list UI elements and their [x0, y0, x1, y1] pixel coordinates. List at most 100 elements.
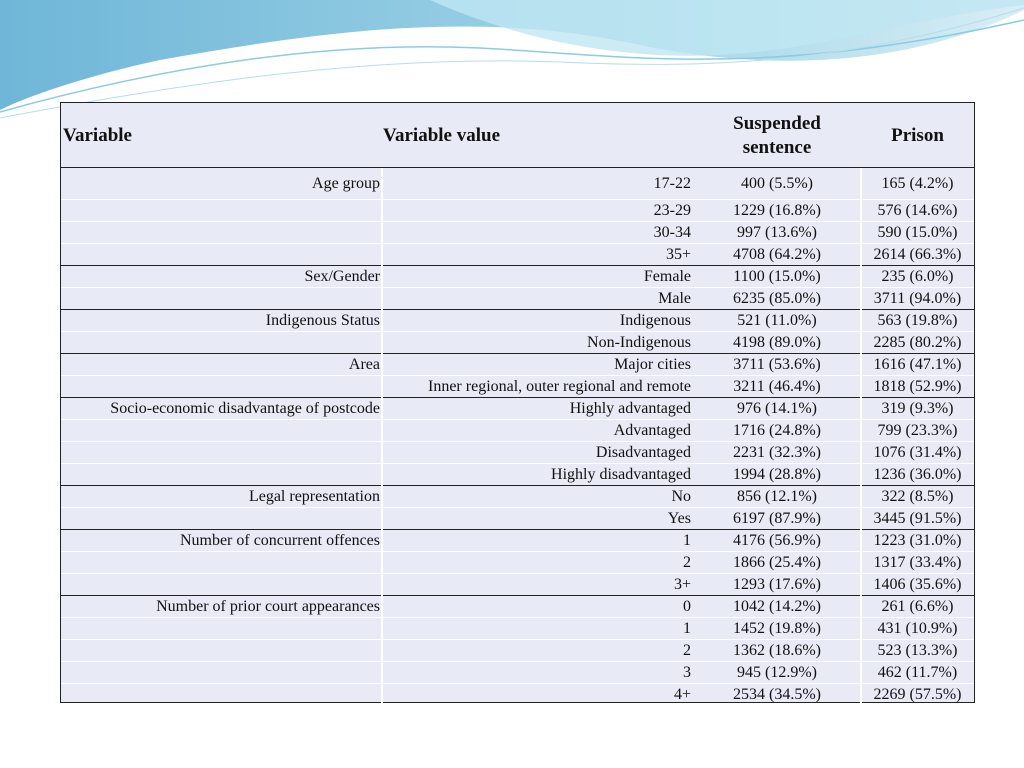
value-cell: Major cities [614, 356, 691, 373]
group-rule [61, 397, 974, 398]
prison-cell: 2269 (57.5%) [873, 686, 962, 703]
row-rule [61, 463, 974, 464]
header-cell: Prison [891, 125, 944, 146]
prison-cell: 235 (6.0%) [881, 268, 954, 285]
suspended-cell: 6197 (87.9%) [733, 510, 821, 527]
row-rule [61, 683, 974, 684]
group-rule [61, 595, 974, 596]
header-cell: Suspended sentence [733, 113, 821, 158]
row-rule [61, 419, 974, 420]
prison-cell: 462 (11.7%) [877, 664, 958, 681]
value-cell: 4+ [673, 686, 691, 703]
variable-cell: Sex/Gender [304, 268, 380, 285]
value-cell: 2 [683, 642, 691, 659]
value-cell: No [671, 488, 691, 505]
prison-cell: 590 (15.0%) [877, 224, 958, 241]
row-rule [61, 573, 974, 574]
variable-cell: Socio-economic disadvantage of postcode [110, 400, 380, 417]
variable-cell: Number of prior court appearances [156, 598, 380, 615]
group-rule [61, 529, 974, 530]
value-cell: 3+ [673, 576, 691, 593]
value-cell: Male [658, 290, 691, 307]
value-cell: 17-22 [653, 175, 691, 192]
prison-cell: 3445 (91.5%) [873, 510, 962, 527]
column-rule [860, 168, 862, 706]
prison-cell: 165 (4.2%) [881, 175, 954, 192]
row-rule [61, 243, 974, 244]
suspended-cell: 2231 (32.3%) [733, 444, 821, 461]
row-rule [61, 507, 974, 508]
row-rule [61, 661, 974, 662]
value-cell: 2 [683, 554, 691, 571]
prison-cell: 261 (6.6%) [881, 598, 954, 615]
prison-cell: 1818 (52.9%) [873, 378, 962, 395]
prison-cell: 322 (8.5%) [881, 488, 954, 505]
prison-cell: 2285 (80.2%) [873, 334, 962, 351]
header-cell: Variable [63, 125, 132, 146]
prison-cell: 1076 (31.4%) [873, 444, 962, 461]
suspended-cell: 997 (13.6%) [737, 224, 817, 241]
suspended-cell: 521 (11.0%) [737, 312, 817, 329]
group-rule [61, 265, 974, 266]
row-rule [61, 287, 974, 288]
group-rule [61, 485, 974, 486]
suspended-cell: 1994 (28.8%) [733, 466, 821, 483]
value-cell: Inner regional, outer regional and remot… [428, 378, 691, 395]
value-cell: 23-29 [653, 202, 691, 219]
value-cell: Advantaged [613, 422, 691, 439]
value-cell: Disadvantaged [595, 444, 691, 461]
row-rule [61, 331, 974, 332]
table: Variable Variable value Suspended sentence… [60, 102, 975, 706]
suspended-cell: 856 (12.1%) [737, 488, 817, 505]
prison-cell: 2614 (66.3%) [873, 246, 962, 263]
row-rule [61, 441, 974, 442]
prison-cell: 431 (10.9%) [877, 620, 958, 637]
value-cell: 0 [683, 598, 691, 615]
prison-cell: 1317 (33.4%) [873, 554, 962, 571]
row-rule [61, 199, 974, 200]
row-rule [61, 375, 974, 376]
prison-cell: 576 (14.6%) [877, 202, 958, 219]
suspended-cell: 2534 (34.5%) [733, 686, 821, 703]
suspended-cell: 4176 (56.9%) [733, 532, 821, 549]
prison-cell: 1406 (35.6%) [873, 576, 962, 593]
suspended-cell: 1293 (17.6%) [733, 576, 821, 593]
prison-cell: 1616 (47.1%) [873, 356, 962, 373]
row-rule [61, 617, 974, 618]
row-rule [61, 221, 974, 222]
value-cell: Female [643, 268, 691, 285]
prison-cell: 1223 (31.0%) [873, 532, 962, 549]
suspended-cell: 1362 (18.6%) [733, 642, 821, 659]
value-cell: Non-Indigenous [587, 334, 691, 351]
prison-cell: 799 (23.3%) [877, 422, 958, 439]
group-rule [61, 353, 974, 354]
suspended-cell: 3711 (53.6%) [733, 356, 821, 373]
variable-cell: Legal representation [248, 488, 380, 505]
suspended-cell: 1042 (14.2%) [733, 598, 821, 615]
suspended-cell: 1452 (19.8%) [733, 620, 821, 637]
suspended-cell: 400 (5.5%) [741, 175, 813, 192]
group-rule [61, 309, 974, 310]
suspended-cell: 1716 (24.8%) [733, 422, 821, 439]
prison-cell: 3711 (94.0%) [873, 290, 962, 307]
value-cell: Yes [667, 510, 691, 527]
suspended-cell: 1866 (25.4%) [733, 554, 821, 571]
value-cell: 3 [683, 664, 691, 681]
prison-cell: 1236 (36.0%) [873, 466, 962, 483]
suspended-cell: 945 (12.9%) [737, 664, 817, 681]
variable-cell: Age group [312, 175, 380, 192]
value-cell: 1 [683, 620, 691, 637]
prison-cell: 563 (19.8%) [877, 312, 958, 329]
suspended-cell: 6235 (85.0%) [733, 290, 821, 307]
suspended-cell: 1100 (15.0%) [733, 268, 821, 285]
column-rule [381, 168, 383, 706]
value-cell: 30-34 [653, 224, 691, 241]
variable-cell: Area [348, 356, 380, 373]
value-cell: Highly disadvantaged [551, 466, 691, 483]
suspended-cell: 4198 (89.0%) [733, 334, 821, 351]
prison-cell: 319 (9.3%) [881, 400, 954, 417]
value-cell: 1 [683, 532, 691, 549]
value-cell: Indigenous [619, 312, 691, 329]
variable-cell: Indigenous Status [265, 312, 380, 329]
